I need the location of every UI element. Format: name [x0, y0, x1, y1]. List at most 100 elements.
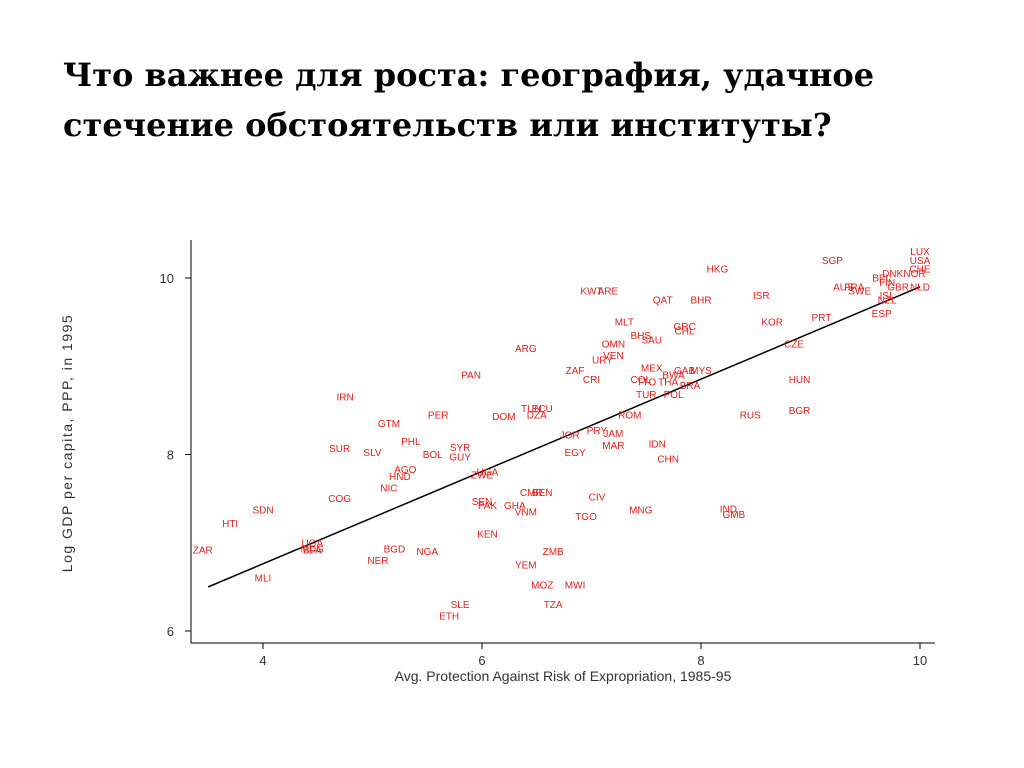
slide-title: Что важнее для роста: география, удачное…: [63, 50, 963, 150]
data-point-label: VNM: [515, 507, 537, 518]
chart-axes: [190, 240, 935, 644]
data-point-label: PER: [428, 410, 449, 421]
data-point-label: NZL: [878, 296, 897, 307]
data-point-label: ROM: [618, 410, 641, 421]
data-point-label: CHL: [675, 326, 695, 337]
data-point-label: ARG: [515, 344, 537, 355]
data-point-label: HKG: [707, 265, 729, 276]
x-tick-label: 8: [697, 653, 704, 668]
data-point-label: AGO: [394, 465, 416, 476]
x-tick-label: 4: [259, 653, 266, 668]
data-point-label: CMR: [520, 488, 543, 499]
x-tick-label: 10: [913, 653, 927, 668]
data-point-label: LUX: [910, 247, 930, 258]
data-point-label: JOR: [560, 431, 580, 442]
data-point-label: GMB: [722, 510, 745, 521]
data-point-label: CHE: [909, 265, 930, 276]
data-point-label: YEM: [515, 560, 537, 571]
data-point-label: IND: [720, 505, 737, 516]
data-point-label: HTI: [222, 519, 238, 530]
data-point-label: VEN: [603, 351, 624, 362]
data-point-label: BHR: [690, 296, 711, 307]
data-point-label: PAN: [461, 371, 481, 382]
data-point-label: POL: [664, 390, 684, 401]
data-point-label: SAU: [641, 335, 662, 346]
data-point-label: PHL: [401, 437, 421, 448]
data-point-label: ECU: [532, 404, 553, 415]
data-point-label: URY: [592, 356, 613, 367]
data-point-label: SDN: [252, 506, 273, 517]
data-point-label: COL: [630, 375, 651, 386]
data-point-label: CRI: [583, 375, 600, 386]
data-point-label: BOL: [423, 450, 443, 461]
data-point-label: KEN: [477, 529, 498, 540]
y-tick-label: 6: [167, 624, 174, 639]
data-point-label: HUN: [789, 375, 811, 386]
data-point-label: DOM: [492, 412, 515, 423]
data-point-label: MLT: [615, 318, 634, 329]
data-point-label: ISL: [880, 291, 895, 302]
data-point-label: DZA: [527, 410, 547, 421]
data-point-label: TUR: [636, 390, 657, 401]
data-point-label: PAK: [478, 501, 498, 512]
data-point-label: EGY: [565, 448, 586, 459]
data-point-label: BGD: [384, 544, 406, 555]
data-point-label: MDG: [301, 544, 325, 555]
data-point-label: GAB: [674, 366, 695, 377]
data-point-label: BGR: [789, 406, 811, 417]
data-point-label: THA: [658, 378, 678, 389]
data-point-label: ETH: [439, 611, 459, 622]
data-point-label: QAT: [653, 296, 673, 307]
data-point-label: AUS: [833, 282, 854, 293]
data-point-label: ISR: [753, 291, 770, 302]
data-point-label: IDN: [649, 439, 666, 450]
data-point-label: ARE: [598, 287, 619, 298]
data-point-label: MLI: [255, 574, 272, 585]
data-point-label: IRN: [337, 393, 354, 404]
data-point-label: TTO: [636, 378, 656, 389]
data-point-label: TZA: [544, 600, 563, 611]
data-point-label: SEN: [472, 497, 493, 508]
x-tick-label: 6: [478, 653, 485, 668]
data-point-label: OMN: [602, 340, 625, 351]
data-point-label: PRY: [587, 426, 608, 437]
data-point-label: GRC: [673, 322, 695, 333]
data-point-label: CHN: [657, 454, 679, 465]
data-point-label: FIN: [879, 278, 895, 289]
data-point-label: GUY: [449, 453, 471, 464]
data-point-label: HND: [389, 472, 411, 483]
data-point-label: SWE: [848, 287, 871, 298]
data-point-label: SLV: [363, 448, 381, 459]
data-point-label: NIC: [380, 484, 397, 495]
data-point-label: BRA: [680, 381, 701, 392]
regression-line: [207, 286, 921, 588]
data-point-label: BWA: [662, 371, 685, 382]
data-point-label: BEL: [872, 274, 891, 285]
slide-title-line-2: стечение обстоятельств или институты?: [63, 106, 832, 144]
data-point-label: ESP: [872, 309, 892, 320]
y-tick-label: 10: [160, 271, 174, 286]
slide-title-line-1: Что важнее для роста: география, удачное: [63, 56, 875, 94]
data-point-label: RUS: [740, 410, 761, 421]
y-axis-label: Log GDP per capita, PPP, in 1995: [59, 314, 75, 572]
x-axis-label: Avg. Protection Against Risk of Expropri…: [395, 668, 732, 684]
data-point-label: GBR: [887, 282, 909, 293]
data-point-label: KOR: [761, 318, 783, 329]
data-point-label: NGA: [416, 547, 438, 558]
data-point-label: BFA: [303, 545, 322, 556]
data-point-label: JAM: [603, 429, 623, 440]
data-point-label: FRA: [844, 282, 864, 293]
data-point-label: NOR: [903, 269, 925, 280]
data-point-label: ZAR: [193, 545, 213, 556]
data-point-label: BEN: [532, 488, 553, 499]
data-point-label: TUN: [521, 404, 542, 415]
data-labels: LUXUSACHENORNLDSGPHKGAUSFRASWEBELDNKFING…: [193, 247, 931, 622]
data-point-label: BHS: [630, 331, 651, 342]
data-point-label: ZAF: [566, 366, 585, 377]
data-point-label: NER: [367, 556, 388, 567]
data-point-label: SGP: [822, 256, 843, 267]
data-point-label: SLE: [451, 600, 470, 611]
data-point-label: MEX: [641, 364, 663, 375]
data-point-label: MAR: [602, 441, 624, 452]
data-point-label: TGO: [575, 512, 597, 523]
